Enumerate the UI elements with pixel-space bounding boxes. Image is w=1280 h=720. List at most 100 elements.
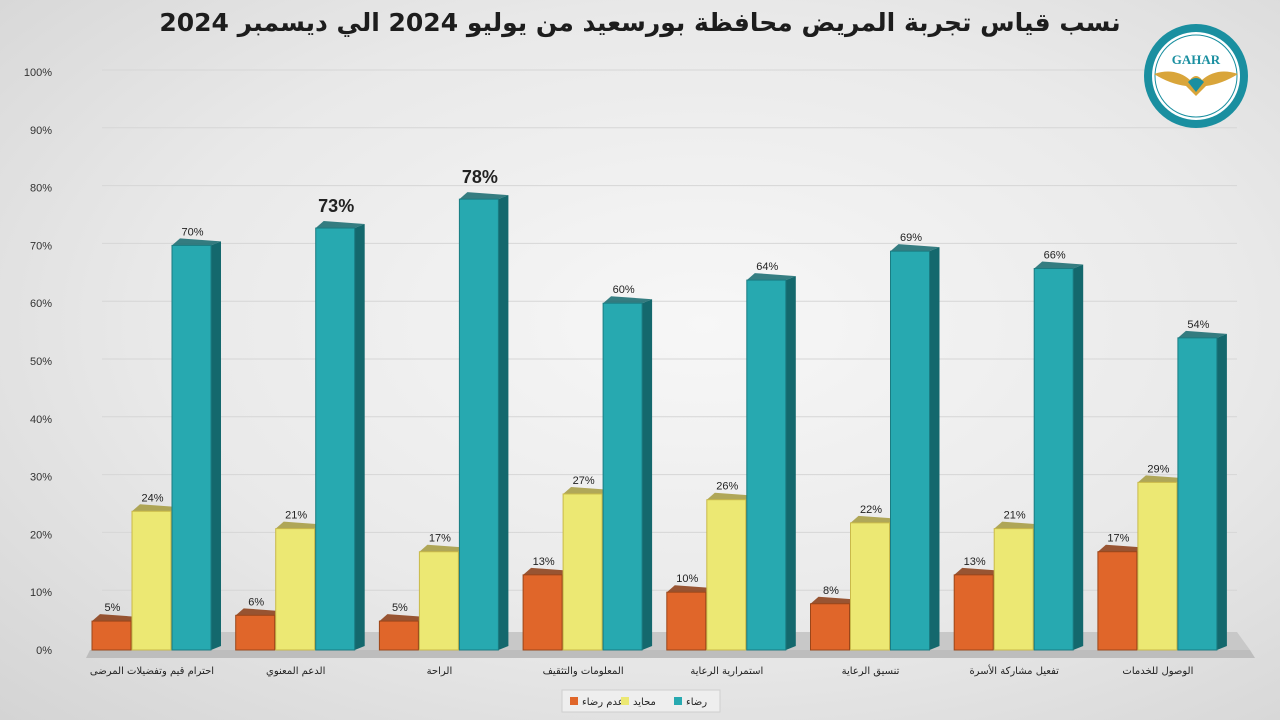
bar-7-0 xyxy=(1097,551,1138,651)
legend-label: رضاء xyxy=(686,697,707,708)
bar-top-0-0 xyxy=(92,614,141,622)
bar-0-2 xyxy=(171,244,212,651)
data-label-2-0: 5% xyxy=(392,602,408,614)
bar-top-7-1 xyxy=(1137,475,1187,483)
legend-box xyxy=(561,689,721,713)
data-label-3-1: 27% xyxy=(573,475,595,487)
y-tick-label: 60% xyxy=(30,298,52,310)
bar-top-5-0 xyxy=(810,596,860,604)
bar-7-1 xyxy=(1137,481,1178,651)
data-label-4-1: 26% xyxy=(716,481,738,493)
bar-top-6-2 xyxy=(1034,261,1084,269)
data-label-2-1: 17% xyxy=(429,533,451,545)
bar-6-0 xyxy=(953,574,994,651)
y-tick-label: 90% xyxy=(30,125,52,137)
bar-side-2-2 xyxy=(498,195,509,650)
bar-1-2 xyxy=(315,227,356,651)
x-category-label: الراحة xyxy=(427,666,453,677)
legend-swatch xyxy=(621,697,629,705)
bar-2-1 xyxy=(418,551,459,651)
bar-top-3-1 xyxy=(563,486,613,494)
bar-top-4-2 xyxy=(746,273,796,281)
logo-text: GAHAR xyxy=(1172,52,1221,67)
legend-label: عدم رضاء xyxy=(582,697,624,708)
bar-top-5-2 xyxy=(890,244,940,252)
gahar-eagle-seal-icon: GAHAR xyxy=(1144,24,1248,128)
bar-top-2-0 xyxy=(379,614,429,622)
y-tick-label: 20% xyxy=(30,529,52,541)
x-category-label: احترام قيم وتفضيلات المرضى xyxy=(90,666,214,677)
data-label-1-2: 73% xyxy=(318,196,354,216)
bar-2-2 xyxy=(458,198,499,651)
data-label-7-1: 29% xyxy=(1147,463,1169,475)
bar-top-1-2 xyxy=(315,221,365,229)
data-label-1-1: 21% xyxy=(285,510,307,522)
bar-3-1 xyxy=(562,493,603,651)
data-label-5-2: 69% xyxy=(900,232,922,244)
bar-side-1-2 xyxy=(354,224,365,650)
y-tick-label: 50% xyxy=(30,356,52,368)
y-tick-label: 70% xyxy=(30,240,52,252)
x-category-label: المعلومات والتثقيف xyxy=(543,666,624,677)
bar-4-1 xyxy=(706,499,747,651)
data-label-5-0: 8% xyxy=(823,585,839,597)
data-label-4-0: 10% xyxy=(676,573,698,585)
bar-top-1-0 xyxy=(235,608,285,616)
data-label-0-2: 70% xyxy=(181,226,203,238)
data-label-3-2: 60% xyxy=(613,284,635,296)
bar-side-0-2 xyxy=(211,241,221,650)
x-category-label: استمرارية الرعاية xyxy=(690,666,763,677)
bar-0-1 xyxy=(131,510,172,651)
bar-side-6-2 xyxy=(1073,264,1084,650)
x-category-label: الدعم المعنوي xyxy=(266,666,325,677)
y-tick-label: 0% xyxy=(36,645,52,657)
bar-side-7-2 xyxy=(1216,333,1227,650)
legend-label: محايد xyxy=(633,697,656,708)
bar-top-3-2 xyxy=(603,296,653,304)
bar-5-2 xyxy=(890,250,930,651)
bar-top-7-2 xyxy=(1177,330,1227,338)
data-label-7-2: 54% xyxy=(1187,319,1209,331)
legend-swatch xyxy=(674,697,682,705)
bar-6-1 xyxy=(993,528,1034,651)
bar-4-2 xyxy=(746,279,787,651)
bar-top-2-2 xyxy=(459,192,509,200)
bar-1-1 xyxy=(275,528,316,651)
bar-3-2 xyxy=(602,302,643,651)
bar-top-2-1 xyxy=(419,544,469,552)
bar-3-0 xyxy=(522,574,563,651)
data-label-0-1: 24% xyxy=(141,492,163,504)
y-tick-label: 30% xyxy=(30,472,52,484)
x-category-label: تنسيق الرعاية xyxy=(842,666,900,677)
data-label-3-0: 13% xyxy=(533,556,555,568)
data-label-6-1: 21% xyxy=(1004,510,1026,522)
x-category-label: الوصول للخدمات xyxy=(1122,666,1193,677)
bar-top-0-1 xyxy=(132,504,181,512)
data-label-4-2: 64% xyxy=(756,261,778,273)
bar-side-5-2 xyxy=(929,247,940,650)
chart-floor-edge xyxy=(86,650,1255,658)
bar-top-7-0 xyxy=(1097,544,1147,552)
data-label-1-0: 6% xyxy=(248,596,264,608)
data-label-7-0: 17% xyxy=(1107,533,1129,545)
x-category-label: تفعيل مشاركة الأسرة xyxy=(969,664,1059,677)
y-tick-label: 100% xyxy=(24,67,52,79)
data-label-2-2: 78% xyxy=(462,167,498,187)
y-tick-label: 40% xyxy=(30,414,52,426)
bar-top-6-1 xyxy=(994,521,1044,529)
bar-top-0-2 xyxy=(172,238,221,246)
bar-0-0 xyxy=(91,620,132,651)
bar-2-0 xyxy=(378,620,419,651)
data-label-6-2: 66% xyxy=(1044,250,1066,262)
data-label-0-0: 5% xyxy=(105,602,121,614)
data-label-5-1: 22% xyxy=(860,504,882,516)
bar-top-3-0 xyxy=(523,567,573,575)
bar-top-4-1 xyxy=(706,492,756,500)
bar-top-1-1 xyxy=(275,521,325,529)
bar-1-0 xyxy=(235,614,276,651)
bar-5-0 xyxy=(810,603,850,651)
bar-6-2 xyxy=(1033,268,1074,651)
bar-7-2 xyxy=(1177,337,1218,651)
bar-top-5-1 xyxy=(850,515,900,523)
